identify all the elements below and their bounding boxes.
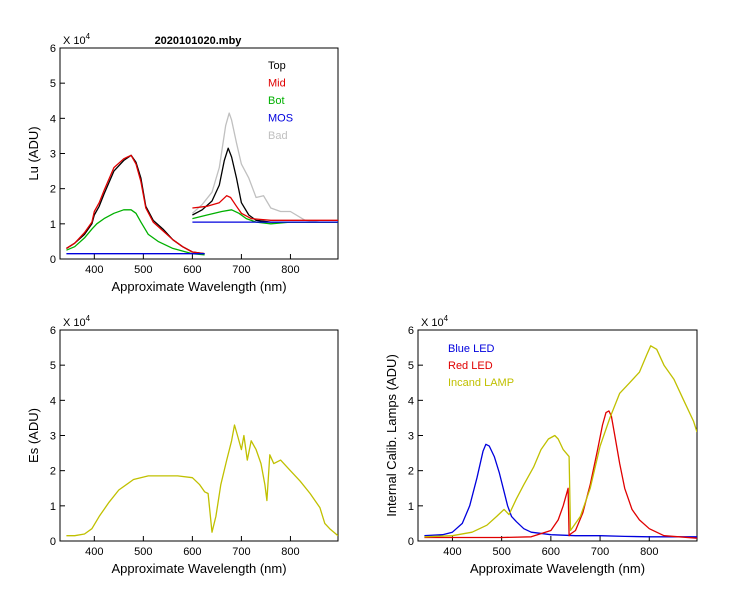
y-tick-label: 6 xyxy=(50,43,56,55)
x-axis-label: Approximate Wavelength (nm) xyxy=(470,561,645,576)
plot-frame xyxy=(59,329,339,542)
x-axis-label: Approximate Wavelength (nm) xyxy=(111,561,286,576)
series-group xyxy=(66,424,338,537)
x-tick-label: 700 xyxy=(232,264,250,276)
figure-title: 2020101020.mby xyxy=(155,35,243,47)
chart-calib-lamps: 400 500 600 700 800 0 1 2 3 4 5 6 X 104 Approximate W… xyxy=(384,314,698,576)
y-tick-label: 5 xyxy=(50,360,56,372)
y-tick-label: 0 xyxy=(50,536,56,548)
x-tick-label: 600 xyxy=(183,546,201,558)
x-tick-label: 600 xyxy=(183,264,201,276)
y-tick-label: 1 xyxy=(50,219,56,231)
y-tick-label: 4 xyxy=(408,395,414,407)
y-tick-label: 4 xyxy=(50,395,56,407)
legend-entry-blue-led: Blue LED xyxy=(448,343,495,355)
y-tick-label: 0 xyxy=(50,254,56,266)
series-line-mid xyxy=(192,195,338,221)
y-tick-label: 5 xyxy=(408,360,414,372)
y-tick-label: 2 xyxy=(408,466,414,478)
x-tick-label: 500 xyxy=(492,546,510,558)
y-tick-label: 3 xyxy=(50,149,56,161)
y-tick-label: 6 xyxy=(408,325,414,337)
x-tick-label: 500 xyxy=(134,264,152,276)
legend-entry-bot: Bot xyxy=(268,95,285,107)
x-tick-label: 600 xyxy=(542,546,560,558)
series-line-bot xyxy=(66,209,205,256)
y-axis-label: Es (ADU) xyxy=(26,408,41,463)
legend-entry-incand-lamp: Incand LAMP xyxy=(448,377,514,389)
x-tick-label: 700 xyxy=(591,546,609,558)
series-line-bot xyxy=(192,209,338,225)
x-tick-label: 400 xyxy=(85,264,103,276)
y-tick-label: 4 xyxy=(50,113,56,125)
series-group xyxy=(66,112,338,256)
plot-frame xyxy=(59,47,339,260)
y-axis-label: Internal Calib. Lamps (ADU) xyxy=(384,354,399,517)
y-tick-label: 5 xyxy=(50,78,56,90)
y-tick-label: 2 xyxy=(50,466,56,478)
legend-entry-bad: Bad xyxy=(268,130,288,142)
y-tick-label: 1 xyxy=(408,501,414,513)
series-line-top xyxy=(66,154,205,255)
chart-es: 400 500 600 700 800 0 1 2 3 4 5 6 X 104 Approximate W… xyxy=(26,314,339,576)
chart-lu: 400 500 600 700 800 0 1 2 3 4 5 6 X 104 Approximate W… xyxy=(26,32,339,294)
legend-entry-mid: Mid xyxy=(268,78,286,90)
legend-entry-red-led: Red LED xyxy=(448,360,493,372)
x-tick-label: 700 xyxy=(232,546,250,558)
x-tick-label: 500 xyxy=(134,546,152,558)
y-axis-label: Lu (ADU) xyxy=(26,126,41,180)
legend-entry-mos: MOS xyxy=(268,113,293,125)
series-line-red-led xyxy=(424,410,697,539)
series-line-bad xyxy=(191,112,338,223)
y-tick-label: 1 xyxy=(50,501,56,513)
axis-multiplier: X 104 xyxy=(63,314,91,329)
series-line-blue-led xyxy=(424,443,697,538)
x-tick-label: 800 xyxy=(281,264,299,276)
x-axis-label: Approximate Wavelength (nm) xyxy=(111,279,286,294)
x-tick-label: 800 xyxy=(640,546,658,558)
y-tick-label: 2 xyxy=(50,184,56,196)
y-tick-label: 0 xyxy=(408,536,414,548)
series-line-mid xyxy=(66,154,205,255)
series-line-incand-lamp xyxy=(424,345,697,538)
y-tick-label: 6 xyxy=(50,325,56,337)
axis-multiplier: X 104 xyxy=(63,32,91,47)
x-tick-label: 400 xyxy=(443,546,461,558)
series-group xyxy=(424,345,697,539)
legend-entry-top: Top xyxy=(268,60,286,72)
axis-multiplier: X 104 xyxy=(421,314,449,329)
y-tick-label: 3 xyxy=(50,431,56,443)
series-line-es xyxy=(66,424,338,537)
x-tick-label: 400 xyxy=(85,546,103,558)
x-tick-label: 800 xyxy=(281,546,299,558)
y-tick-label: 3 xyxy=(408,431,414,443)
